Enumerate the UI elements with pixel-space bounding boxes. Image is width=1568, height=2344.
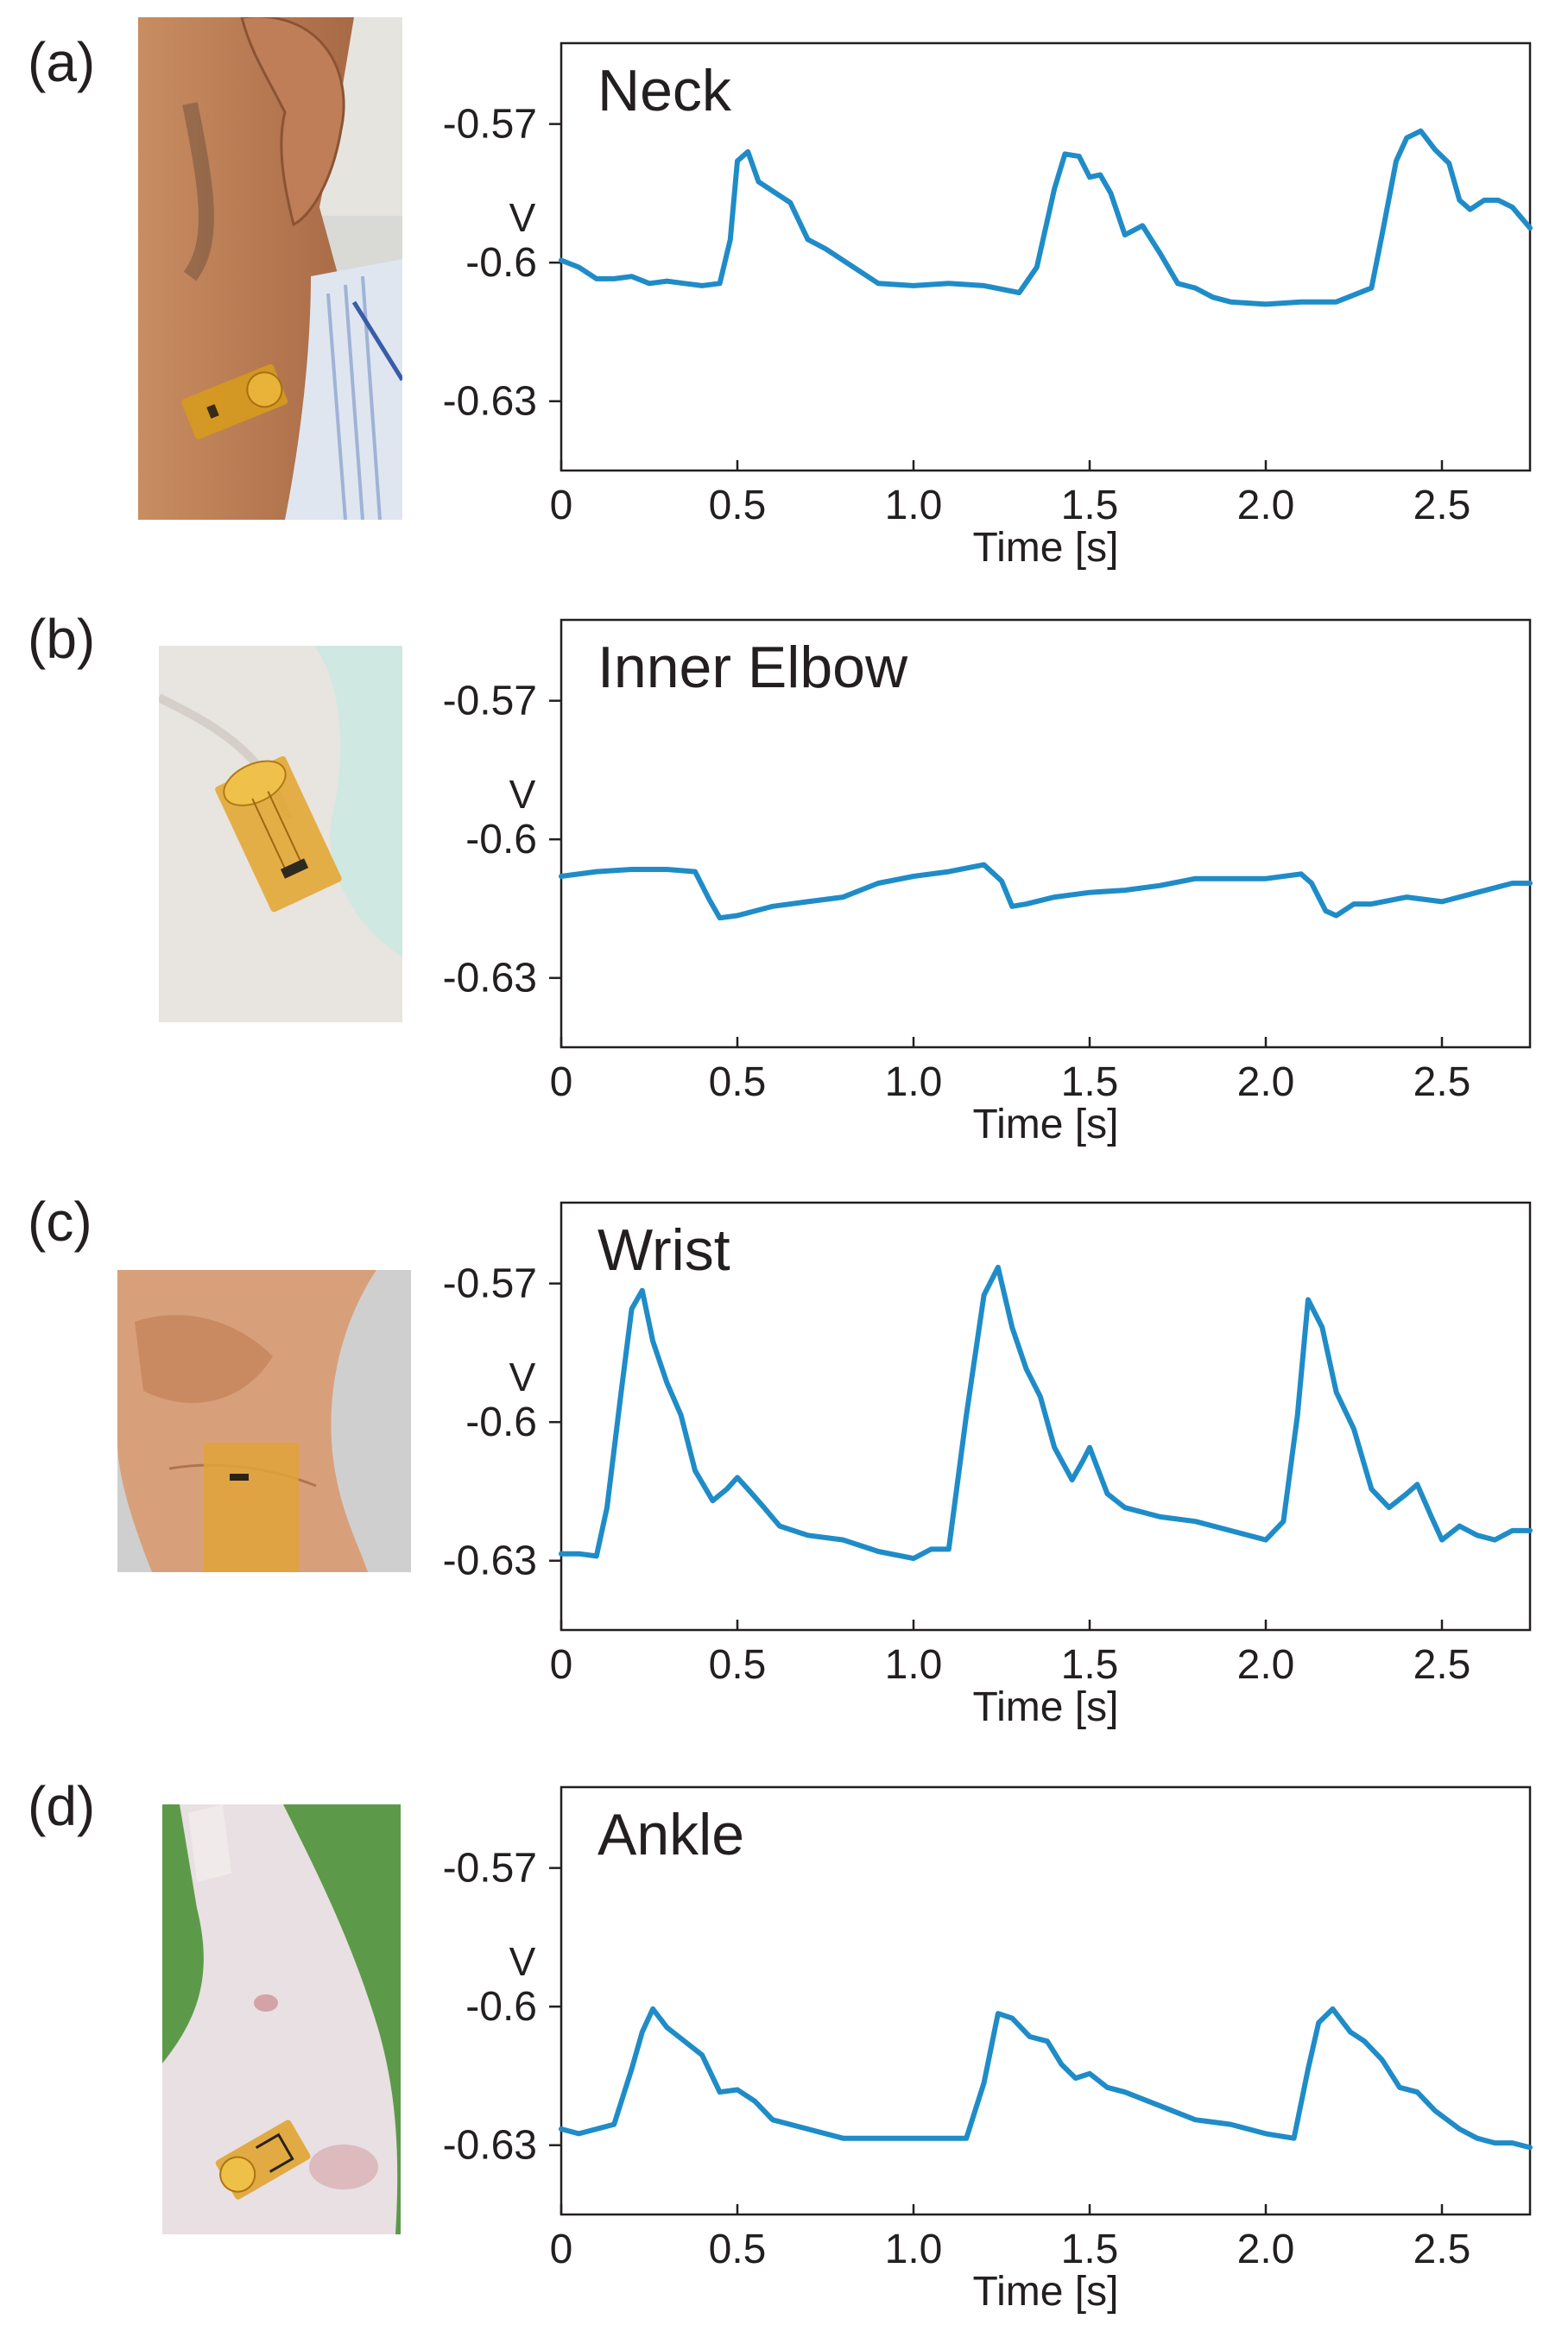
y-tick-label: -0.57 [443,1261,537,1307]
panel-d: (d) 0 0.5 1.0 1.5 2.0 2.5 -0.57 -0.6 -0.63 Ankle… [0,1744,1568,2322]
plot-frame [560,1201,1532,1632]
series-line [559,2006,1533,2151]
chart-ankle: 0 0.5 1.0 1.5 2.0 2.5 -0.57 -0.6 -0.63 Ankle V T… [443,1785,1533,2315]
series-line [559,862,1533,921]
chart-title: Wrist [597,1217,730,1283]
x-tick-label: 1.0 [885,1059,943,1105]
series-line [559,128,1533,307]
x-tick-label: 1.0 [885,2227,943,2272]
x-tick-label: 0.5 [709,1059,767,1105]
neck-sensor-photo [138,17,402,520]
x-tick-label: 0 [550,1059,573,1105]
x-axis-label: Time [s] [973,525,1119,571]
y-tick-label: -0.63 [443,2123,537,2169]
x-tick-label: 1.0 [885,483,943,528]
plot-area: 0 0.5 1.0 1.5 2.0 2.5 -0.57 -0.6 -0.63 [443,41,1533,528]
x-tick-label: 0 [550,1642,573,1688]
y-tick-label: -0.63 [443,1538,537,1584]
y-axis-label: V [509,1939,536,1984]
chart-inner-elbow: 0 0.5 1.0 1.5 2.0 2.5 -0.57 -0.6 -0.63 Inner Elb… [443,618,1533,1147]
y-tick-label: -0.63 [443,379,537,425]
wrist-sensor-photo [117,1270,411,1572]
x-tick-label: 2.0 [1237,1642,1295,1688]
x-tick-label: 1.5 [1061,1642,1119,1688]
plot-area: 0 0.5 1.0 1.5 2.0 2.5 -0.57 -0.6 -0.63 [443,1785,1533,2272]
y-tick-label: -0.6 [465,1984,537,2030]
chart-title: Neck [597,58,732,123]
panel-a: (a) 0 0.5 1.0 1.5 2.0 2.5 -0.57 -0.6 -0.63 [0,0,1568,578]
y-tick-label: -0.57 [443,1846,537,1892]
y-tick-label: -0.6 [465,1399,537,1445]
y-axis-label: V [509,1355,536,1399]
x-tick-label: 2.0 [1237,1059,1295,1105]
panel-label: (d) [28,1775,96,1837]
plot-frame [560,1785,1532,2216]
x-tick-label: 2.5 [1413,2227,1471,2272]
panel-label: (c) [28,1191,92,1253]
plot-frame [560,41,1532,472]
plot-area: 0 0.5 1.0 1.5 2.0 2.5 -0.57 -0.6 -0.63 [443,1201,1533,1688]
chart-title: Ankle [597,1802,744,1867]
x-tick-label: 0.5 [709,2227,767,2272]
x-axis-label: Time [s] [973,1684,1119,1730]
y-tick-label: -0.57 [443,102,537,148]
panel-b: (b) 0 0.5 1.0 1.5 2.0 2.5 -0.57 -0.6 -0.63 Inner… [0,577,1568,1155]
x-tick-label: 2.5 [1413,1642,1471,1688]
chart-neck: 0 0.5 1.0 1.5 2.0 2.5 -0.57 -0.6 -0.63 Neck V Ti… [443,41,1533,571]
y-tick-label: -0.57 [443,679,537,724]
y-tick-label: -0.6 [465,817,537,862]
chart-title: Inner Elbow [597,635,908,700]
plot-frame [560,618,1532,1049]
y-tick-label: -0.6 [465,240,537,286]
panel-label: (b) [28,608,96,670]
x-tick-label: 1.0 [885,1642,943,1688]
x-tick-label: 0 [550,483,573,528]
chart-wrist: 0 0.5 1.0 1.5 2.0 2.5 -0.57 -0.6 -0.63 Wrist V T… [443,1201,1533,1730]
panel-c: (c) 0 0.5 1.0 1.5 2.0 2.5 -0.57 -0.6 -0.63 Wrist… [0,1159,1568,1738]
inner-elbow-sensor-photo [159,646,402,1022]
series-line [559,1264,1533,1562]
x-tick-label: 2.5 [1413,1059,1471,1105]
x-axis-label: Time [s] [973,2269,1119,2315]
x-tick-label: 1.5 [1061,1059,1119,1105]
y-tick-label: -0.63 [443,956,537,1001]
x-tick-label: 0.5 [709,483,767,528]
x-tick-label: 0.5 [709,1642,767,1688]
x-tick-label: 0 [550,2227,573,2272]
y-axis-label: V [509,772,536,817]
x-tick-label: 2.0 [1237,483,1295,528]
x-tick-label: 2.5 [1413,483,1471,528]
ankle-sensor-photo [162,1804,401,2234]
x-tick-label: 1.5 [1061,2227,1119,2272]
x-tick-label: 1.5 [1061,483,1119,528]
x-tick-label: 2.0 [1237,2227,1295,2272]
y-axis-label: V [509,195,536,240]
x-axis-label: Time [s] [973,1102,1119,1147]
panel-label: (a) [28,31,96,93]
plot-area: 0 0.5 1.0 1.5 2.0 2.5 -0.57 -0.6 -0.63 [443,618,1533,1105]
